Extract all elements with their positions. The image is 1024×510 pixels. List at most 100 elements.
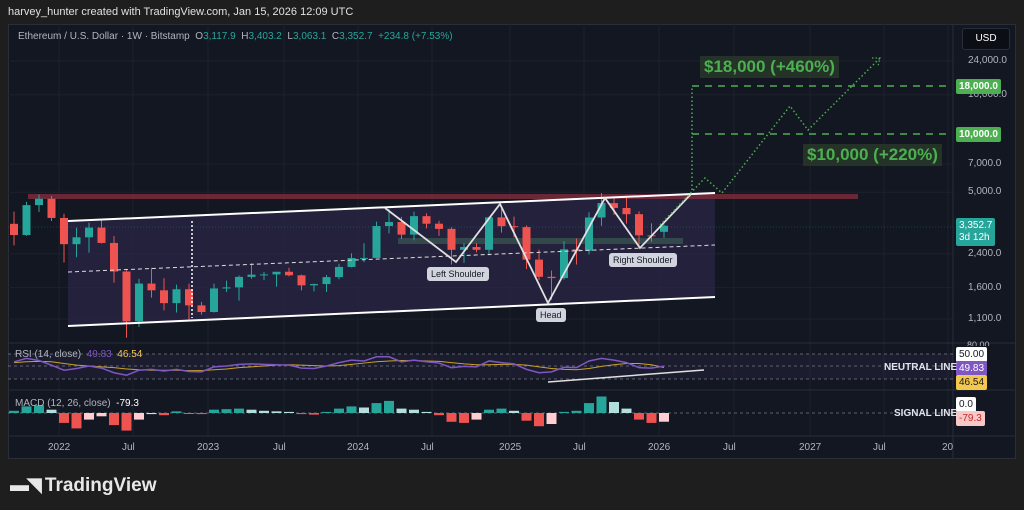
candle-body (660, 225, 668, 232)
rsi-50-tag: 50.00 (956, 347, 988, 362)
channel-top (67, 192, 716, 222)
macd-legend[interactable]: MACD (12, 26, close) -79.3 (15, 398, 139, 409)
macd-bar (121, 413, 132, 431)
rsi-legend[interactable]: RSI (14, close) 49.83 46.54 (15, 349, 142, 360)
candle-body (322, 277, 331, 285)
macd-bar (509, 410, 519, 413)
macd-value-tag: -79.3 (956, 411, 985, 426)
target-18000-label: $18,000 (+460%) (700, 56, 839, 78)
head-shoulders-pattern (384, 192, 693, 305)
head-label: Head (536, 308, 566, 322)
close-value: 3,352.7 (339, 31, 373, 42)
time-tick: Jul (873, 442, 886, 453)
macd-bar (309, 413, 319, 415)
neutral-line-label: NEUTRAL LINE (884, 362, 958, 373)
macd-bar (134, 413, 144, 420)
candle-body (635, 214, 643, 236)
time-tick: 2024 (347, 442, 370, 453)
time-tick: Jul (421, 442, 434, 453)
candle-body (460, 247, 468, 250)
macd-title: MACD (12, 26, close) (15, 398, 111, 409)
target-18000-tag: 18,000.0 (956, 79, 1001, 94)
target-10000-tag: 10,000.0 (956, 127, 1001, 142)
macd-bar (159, 413, 169, 416)
rsi-value-tag: 49.83 (956, 361, 988, 376)
macd-bar (596, 396, 607, 413)
candle-body (472, 247, 481, 250)
open-label: O (195, 31, 204, 42)
symbol-legend: Ethereum / U.S. Dollar · 1W · Bitstamp O… (18, 31, 453, 42)
candle-body (147, 283, 156, 291)
macd-bar (71, 413, 82, 429)
macd-bar (21, 406, 32, 413)
candle-body (397, 222, 406, 235)
rsi-trendline (547, 369, 705, 383)
high-value: 3,403.2 (248, 31, 282, 42)
macd-bar (221, 409, 232, 413)
candle-body (235, 276, 243, 288)
currency-button[interactable]: USD (962, 28, 1010, 50)
change-value: +234.8 (+7.53%) (378, 31, 453, 42)
price-tick: 5,000.0 (968, 186, 1002, 198)
price-tick: 1,600.0 (968, 281, 1002, 293)
time-tick: 20 (942, 442, 954, 453)
candle-body (22, 205, 31, 236)
candles (10, 193, 668, 338)
macd-bar (546, 413, 557, 424)
candle-body (210, 288, 218, 313)
candle-body (522, 227, 531, 260)
candle-body (347, 258, 356, 267)
symbol-name: Ethereum / U.S. Dollar · 1W · Bitstamp (18, 31, 190, 42)
low-value: 3,063.1 (292, 31, 327, 42)
candle-body (60, 217, 68, 245)
macd-bar (421, 411, 432, 413)
candle-body (410, 216, 418, 235)
macd-bar (434, 413, 444, 416)
candle-body (297, 275, 306, 286)
target-10000-label: $10,000 (+220%) (803, 144, 942, 166)
signal-line-label: SIGNAL LINE (894, 408, 958, 419)
tradingview-logo: ▬◥ TradingView (10, 474, 156, 497)
macd-bar (534, 413, 544, 427)
macd-bar (521, 413, 532, 421)
candle-body (310, 284, 318, 286)
candle-body (185, 289, 193, 306)
brand-name: TradingView (44, 475, 157, 496)
macd-bar (346, 406, 357, 413)
macd-bar (384, 400, 394, 413)
candle-body (497, 217, 506, 227)
rsi-title: RSI (14, close) (15, 349, 82, 360)
macd-bar (471, 413, 482, 420)
macd-bar (184, 413, 194, 414)
candle-body (47, 198, 56, 218)
candle-body (435, 223, 443, 229)
last-price: 3,352.7 (959, 220, 993, 231)
candle-body (285, 271, 293, 276)
candle-body (72, 237, 81, 245)
candle-body (597, 203, 606, 218)
candle-body (610, 203, 618, 208)
time-tick: 2027 (799, 442, 822, 453)
candle-body (335, 266, 343, 278)
rsi-ma-tag: 46.54 (956, 375, 988, 390)
price-tick: 16,000.0 (968, 88, 1007, 100)
macd-bar (659, 413, 669, 422)
low-label: L (287, 31, 293, 42)
macd-bar (446, 413, 457, 422)
candle-body (35, 198, 43, 206)
right-shoulder-label: Right Shoulder (609, 253, 677, 267)
price-tick: 1,100.0 (968, 313, 1002, 325)
time-tick: Jul (122, 442, 135, 453)
macd-bar (634, 413, 644, 420)
resistance-zone (28, 194, 858, 199)
macd-bar (584, 403, 594, 413)
time-tick: 2025 (499, 442, 522, 453)
close-label: C (331, 31, 340, 42)
macd-bar (296, 413, 307, 415)
projection-arrowhead (872, 57, 881, 67)
candle-body (160, 290, 168, 304)
macd-bar (571, 410, 582, 413)
chart-credit: harvey_hunter created with TradingView.c… (8, 6, 354, 18)
macd-zero-tag: 0.0 (956, 397, 976, 412)
